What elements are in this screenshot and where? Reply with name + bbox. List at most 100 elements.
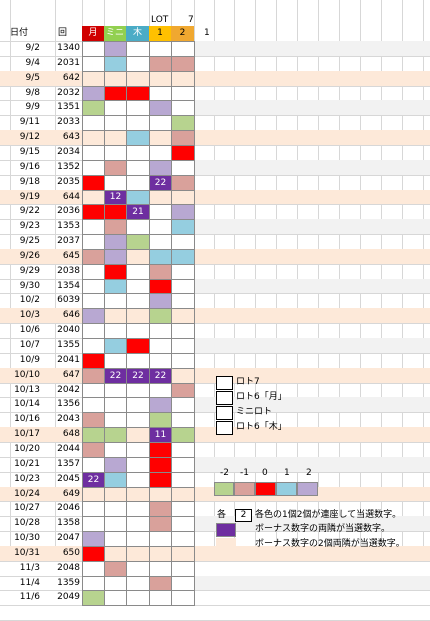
number-cell [104, 41, 127, 57]
number-cell [82, 279, 105, 294]
number-cell [82, 234, 105, 250]
number-cell [82, 487, 105, 502]
number-cell [171, 130, 195, 146]
number-cell [104, 442, 127, 458]
round-header: 回 [58, 28, 68, 38]
number-cell: 22 [82, 472, 105, 488]
note1-prefix: 各 [217, 510, 227, 520]
thu-header: 木 [126, 26, 149, 41]
date-cell: 9/29 [19, 266, 40, 276]
number-cell [82, 160, 105, 176]
alt-band [194, 516, 430, 531]
number-cell [104, 546, 127, 562]
legend-miniloto: ミニロト [236, 407, 273, 417]
date-cell: 9/15 [19, 147, 40, 157]
number-cell [149, 86, 172, 101]
lot2-header: 2 [171, 26, 194, 41]
round-cell: 1340 [57, 43, 80, 53]
round-cell: 643 [62, 132, 80, 142]
number-cell [82, 442, 105, 458]
grid-line-horizontal [0, 531, 430, 532]
number-cell [126, 323, 150, 339]
legend-box-loto6-mon [216, 391, 233, 405]
number-cell [104, 115, 127, 131]
number-cell [126, 234, 150, 250]
number-cell [126, 56, 150, 72]
number-cell [104, 249, 127, 265]
alt-band [194, 41, 430, 56]
round-cell: 2044 [57, 444, 80, 454]
number-cell [149, 323, 172, 339]
number-cell [104, 279, 127, 294]
number-cell [82, 531, 105, 547]
number-cell [149, 487, 172, 502]
number-cell [149, 472, 172, 488]
number-cell: 11 [149, 427, 172, 443]
number-cell [82, 353, 105, 369]
scale-label-2: 2 [306, 468, 312, 478]
number-cell [104, 264, 127, 280]
number-cell [126, 427, 150, 443]
date-cell: 10/3 [19, 310, 40, 320]
number-cell [171, 160, 195, 176]
round-cell: 1359 [57, 578, 80, 588]
number-cell [82, 71, 105, 87]
date-cell: 11/6 [19, 592, 40, 602]
number-cell [126, 249, 150, 265]
round-cell: 649 [62, 489, 80, 499]
round-cell: 2032 [57, 88, 80, 98]
scale-swatch-m1 [234, 482, 255, 496]
date-cell: 9/16 [19, 162, 40, 172]
round-cell: 647 [62, 370, 80, 380]
number-cell [171, 175, 195, 191]
round-cell: 2048 [57, 563, 80, 573]
round-cell: 2033 [57, 117, 80, 127]
alt-band [194, 576, 430, 590]
date-cell: 10/2 [19, 295, 40, 305]
number-cell [104, 145, 127, 161]
date-cell: 9/19 [19, 192, 40, 202]
round-cell: 1352 [57, 162, 80, 172]
legend-box-loto6-thu [216, 421, 233, 435]
number-cell [171, 204, 195, 220]
number-cell [171, 590, 195, 606]
number-cell [171, 323, 195, 339]
alt-band [194, 279, 430, 293]
month-header: 月 [82, 26, 104, 41]
number-cell [82, 190, 105, 205]
note1-number: 2 [235, 509, 252, 522]
number-cell [171, 293, 195, 309]
note2-text: ボーナス数字の両隣が当選数字。 [255, 524, 391, 534]
date-cell: 9/18 [19, 177, 40, 187]
number-cell [104, 353, 127, 369]
round-cell: 1351 [57, 102, 80, 112]
note1-text: 各色の1個2個が連座して当選数字。 [255, 510, 402, 520]
number-cell [171, 501, 195, 517]
number-cell [82, 41, 105, 57]
number-cell [171, 531, 195, 547]
number-cell [126, 41, 150, 57]
number-cell [149, 590, 172, 606]
number-cell [149, 561, 172, 577]
number-cell [149, 442, 172, 458]
number-cell [171, 264, 195, 280]
number-cell [126, 442, 150, 458]
scale-label-m1: -1 [240, 468, 249, 478]
round-cell: 2040 [57, 325, 80, 335]
number-cell [104, 487, 127, 502]
number-cell [149, 115, 172, 131]
number-cell [104, 219, 127, 235]
number-cell [149, 546, 172, 562]
number-cell [104, 234, 127, 250]
round-cell: 2031 [57, 58, 80, 68]
number-cell [104, 175, 127, 191]
number-cell [126, 487, 150, 502]
number-cell [104, 427, 127, 443]
number-cell [171, 41, 195, 57]
legend-loto6-mon: ロト6「月」 [236, 392, 287, 402]
number-cell [82, 130, 105, 146]
number-cell [171, 472, 195, 488]
number-cell [104, 412, 127, 428]
number-cell [149, 130, 172, 146]
grid-line-horizontal [0, 175, 430, 176]
